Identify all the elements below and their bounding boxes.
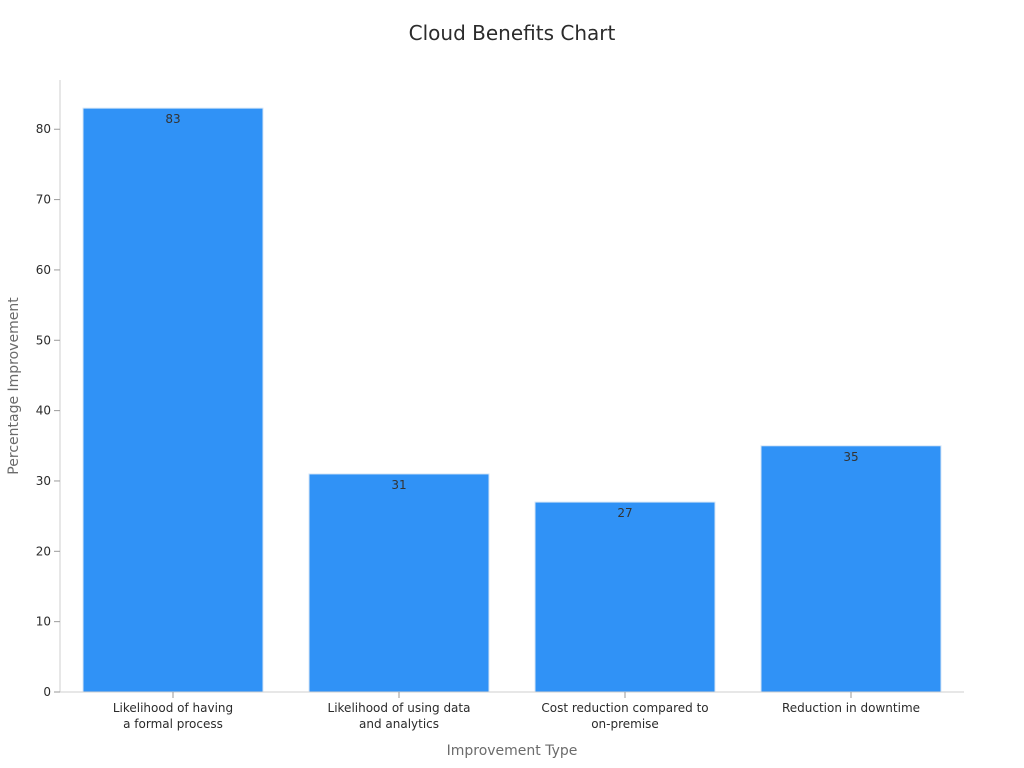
x-axis-ticks: Likelihood of having a formal process Like… [113,692,920,731]
bar-value-label: 35 [843,450,858,464]
y-tick-label: 50 [36,333,51,347]
x-tick-label: Likelihood of having a formal process [113,701,233,731]
y-tick-label: 60 [36,263,51,277]
bar [82,107,264,693]
x-tick-label: Reduction in downtime [782,701,920,715]
bar [308,473,490,693]
y-axis-title: Percentage Improvement [6,297,22,475]
y-tick-label: 0 [43,685,51,699]
x-axis-title: Improvement Type [447,743,578,759]
y-tick-label: 20 [36,544,51,558]
y-tick-label: 40 [36,404,51,418]
bar [534,501,716,693]
bar-value-label: 83 [165,112,180,126]
x-tick-label: Likelihood of using data and analytics [328,701,471,731]
bar-value-label: 31 [391,478,406,492]
y-axis-ticks: 0 10 20 30 40 50 60 70 80 [36,122,60,699]
bar-value-label: 27 [617,506,632,520]
x-tick-label: Cost reduction compared to on-premise [541,701,708,731]
chart-title: Cloud Benefits Chart [409,21,616,45]
bars-layer [82,107,942,693]
y-tick-label: 30 [36,474,51,488]
data-labels-layer: 83 31 27 35 [165,112,858,520]
bar [760,445,942,693]
y-tick-label: 10 [36,615,51,629]
y-tick-label: 70 [36,193,51,207]
y-tick-label: 80 [36,122,51,136]
